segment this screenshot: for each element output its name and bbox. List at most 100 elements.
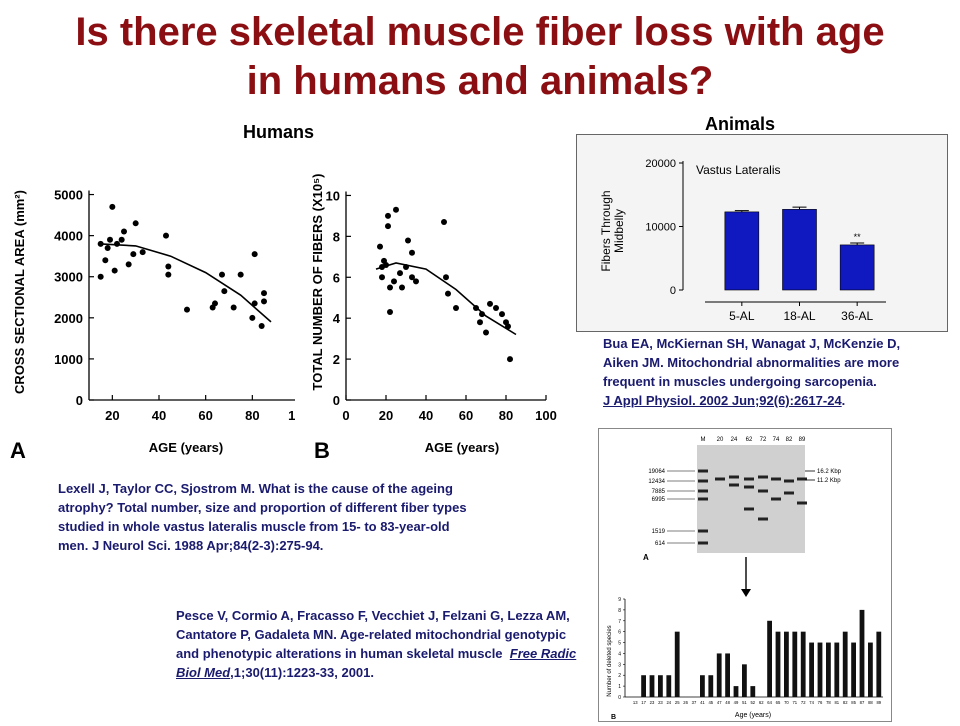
chart-a-data-point [258,323,265,330]
reference-bua: Bua EA, McKiernan SH, Wanagat J, McKenzi… [603,334,915,410]
gel-lane-labels-layer: M 20 24 62 72 74 82 89 [701,437,806,443]
gel-lane-label: 82 [786,437,793,443]
deletion-chart-x-tick-label: 64 [767,700,772,705]
deletion-chart-y-tick-label: 7 [618,619,621,625]
gel-lane-label: 24 [731,437,738,443]
deletion-chart-bar [868,642,873,697]
chart-a-data-point [165,271,172,278]
chart-a-data-point [237,271,244,278]
gel-band [784,479,794,483]
chart-a-data-point [132,220,139,227]
down-arrow-icon [741,589,751,597]
gel-band [698,541,708,545]
deletion-chart-x-tick-label: 72 [801,700,806,705]
chart-b-data-point [505,323,511,330]
deletion-chart-bar [733,686,739,697]
slide-title: Is there skeletal muscle fiber loss with… [0,8,960,106]
deletion-chart-bar [716,653,722,697]
chart-b-data-point [409,249,415,256]
deletion-chart-x-tick-label: 78 [826,700,831,705]
reference-bua-text: Bua EA, McKiernan SH, Wanagat J, McKenzi… [603,336,901,389]
chart-b-x-tick-label: 100 [535,408,557,423]
chart-a-y-tick-label: 3000 [54,270,83,285]
reference-pesce-journal-link[interactable]: Free Radic Biol Med [176,646,577,680]
gel-band [797,501,807,505]
chart-a-x-tick-label: 60 [198,408,212,423]
gel-image [697,445,805,553]
deletion-chart-bar [851,642,856,697]
chart-a-y-tick-label: 2000 [54,311,83,326]
chart-vl-layer: 0 10000 20000 5-AL 18-AL 36-AL ** [645,158,886,323]
chart-b-data-point [409,274,415,281]
deletion-chart-x-tick-label: 88 [868,700,873,705]
humans-label: Humans [243,122,315,142]
chart-vl-significance-label: ** [854,232,862,242]
deletion-chart-bar [876,631,882,697]
gel-band [744,477,754,481]
chart-a-data-point [251,251,258,258]
chart-b-regression-curve [375,262,517,336]
chart-a-data-point [114,240,120,247]
chart-b-data-point [493,304,499,311]
chart-b-y-tick-label: 6 [333,270,340,285]
gel-band [784,491,794,495]
chart-b-xlabel: AGE (years) [425,440,499,455]
gel-band [758,517,768,521]
gel-band [698,497,708,501]
deletion-chart-y-tick-label: 1 [618,684,621,690]
deletion-chart-bar [834,642,840,697]
chart-a-ylabel: CROSS SECTIONAL AREA (mm²) [12,190,27,394]
gel-marker-label: 12434 [648,479,665,485]
chart-a-data-point [104,244,111,251]
chart-a-data-point [121,228,127,235]
deletion-chart-x-tick-label: 81 [834,700,839,705]
reference-bua-journal-link[interactable]: J Appl Physiol. 2002 Jun;92(6):2617-24 [603,393,842,408]
chart-a-data-point [118,236,125,243]
gel-lane-label: 74 [773,437,780,443]
chart-b-data-point [397,270,403,277]
chart-b-y-tick-label: 4 [333,311,341,326]
chart-a-y-tick-label: 1000 [54,352,83,367]
chart-a-x-tick-label: 100 [288,408,295,423]
deletion-chart-bar [666,675,672,697]
gel-markers-layer: 19064 12434 7885 6995 1519 614 16.2 Kbp 11.2 Kb… [648,469,841,547]
deletion-chart-bar [859,609,865,697]
gel-lane-label: 89 [799,437,806,443]
chart-vl-category-label: 36-AL [841,309,873,323]
chart-a-data-point [125,261,132,268]
chart-b-data-point [499,311,505,318]
deletion-chart-x-tick-label: 82 [843,700,848,705]
deletion-chart-y-tick-label: 3 [618,662,621,668]
deletion-chart-x-tick-label: 70 [784,700,789,705]
deletion-chart-x-tick-label: 45 [708,700,713,705]
gel-band-size-label: 16.2 Kbp [817,469,842,475]
chart-b-y-tick-label: 0 [333,393,340,408]
deletion-chart-bar [826,642,831,697]
gel-lane-label: 62 [746,437,753,443]
deletion-chart-x-tick-label: 89 [876,700,881,705]
chart-b-data-point [477,319,483,326]
chart-a-y-tick-label: 5000 [54,188,83,203]
chart-b-data-point [453,304,459,311]
deletion-chart-bar [674,631,680,697]
gel-bands-layer [698,469,807,545]
gel-lane-label: 20 [717,437,724,443]
chart-b-data-point [391,278,397,285]
deletion-chart-panel-letter: B [611,714,616,721]
gel-band [758,489,768,493]
deletion-chart-y-tick-label: 6 [618,630,621,636]
deletion-chart-x-tick-label: 17 [641,700,646,705]
deletion-chart-xlabel: Age (years) [735,712,771,719]
reference-pesce: Pesce V, Cormio A, Fracasso F, Vecchiet … [176,606,584,682]
gel-band [744,507,754,511]
chart-b-data-point [383,262,389,268]
deletion-chart-y-tick-label: 8 [618,608,621,614]
gel-lane-label: M [701,437,706,443]
animals-label: Animals [705,114,776,134]
gel-band [729,483,739,487]
chart-a-y-tick-label: 4000 [54,229,83,244]
chart-vl-bar [724,211,760,291]
deletion-chart-y-tick-label: 2 [618,673,621,679]
chart-vl-bar [782,209,817,291]
gel-marker-label: 7885 [652,489,666,495]
